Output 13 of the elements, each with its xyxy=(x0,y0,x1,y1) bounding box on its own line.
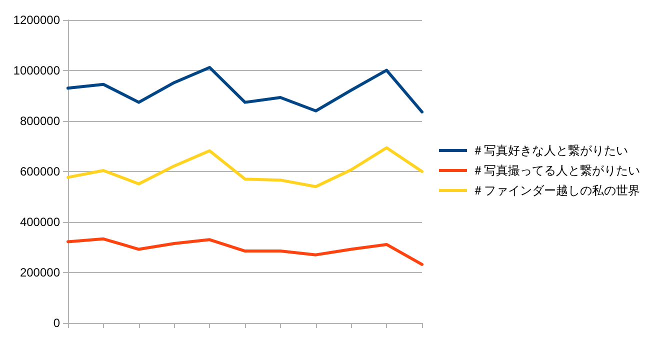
legend-label: ＃写真好きな人と繋がりたい xyxy=(472,144,628,158)
line-series xyxy=(66,237,424,266)
legend-label: ＃写真撮ってる人と繋がりたい xyxy=(472,164,640,178)
y-tick-label: 0 xyxy=(53,316,60,330)
legend-label: ＃ファインダー越しの私の世界 xyxy=(472,184,640,198)
y-tick-label: 200000 xyxy=(20,266,60,280)
y-tick-label: 600000 xyxy=(20,164,60,178)
y-tick-label: 1200000 xyxy=(13,13,60,27)
y-tick-label: 800000 xyxy=(20,114,60,128)
y-tick-label: 400000 xyxy=(20,215,60,229)
line-series xyxy=(66,66,424,114)
line-series xyxy=(66,146,424,188)
y-tick-label: 1000000 xyxy=(13,64,60,78)
